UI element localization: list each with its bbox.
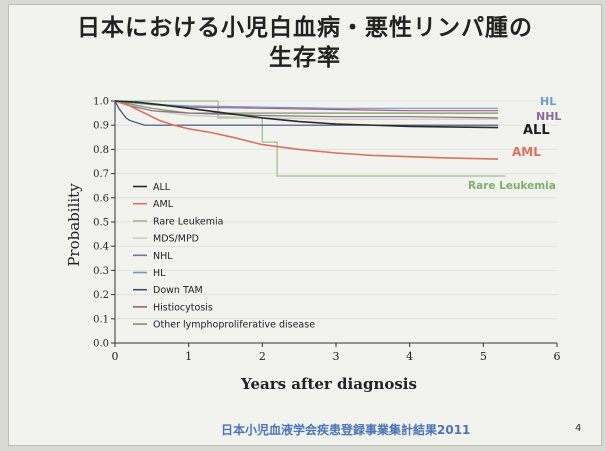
legend-item-down-tam: Down TAM (153, 285, 203, 296)
x-tick-label: 2 (259, 350, 266, 363)
y-tick-label: 0.2 (93, 290, 109, 301)
curve-label-hl: HL (540, 95, 556, 108)
legend-item-aml: AML (153, 199, 174, 210)
y-tick-label: 1.0 (93, 97, 109, 108)
legend-item-other-lymphoproliferative-disease: Other lymphoproliferative disease (153, 320, 315, 331)
y-tick-label: 0.5 (93, 218, 109, 229)
x-tick-label: 6 (554, 350, 561, 363)
y-axis-label: Probability (65, 183, 83, 267)
slide: 日本における小児白血病・悪性リンパ腫の 生存率 0.0 0.1 0.2 0.3 0.4 0… (8, 4, 602, 446)
footer-source: 日本小児血液学会疾患登録事業集計結果2011 (221, 423, 471, 437)
curve-label-rare-leukemia: Rare Leukemia (468, 180, 556, 192)
y-tick-label: 0.9 (93, 121, 109, 132)
y-tick-label: 0.6 (93, 193, 109, 204)
page-number: 4 (575, 423, 582, 434)
legend-item-mds-mpd: MDS/MPD (153, 234, 199, 245)
legend-item-rare-leukemia: Rare Leukemia (153, 216, 224, 227)
legend-item-hl: HL (153, 268, 166, 279)
series-line-hl (114, 100, 499, 109)
curve-label-nhl: NHL (536, 110, 561, 123)
slide-title: 日本における小児白血病・悪性リンパ腫の 生存率 (9, 13, 601, 73)
chart-legend: ALL AML Rare Leukemia MDS/MPD NHL HL Down TAM H… (133, 182, 315, 331)
curve-label-all: ALL (523, 123, 550, 138)
chart-grid (115, 100, 557, 320)
x-tick-label: 4 (406, 350, 413, 363)
title-line-1: 日本における小児白血病・悪性リンパ腫の (77, 15, 533, 41)
x-tick-label: 5 (480, 350, 487, 363)
x-tick-label: 1 (185, 350, 192, 363)
curve-label-aml: AML (512, 145, 541, 159)
x-tick-label: 0 (112, 350, 119, 363)
survival-chart: 0.0 0.1 0.2 0.3 0.4 0.5 0.6 0.7 0.8 0.9 1.0 0 1 2 3 4 5 6… (65, 95, 561, 393)
series-line-nhl (114, 100, 499, 119)
series-line-all (114, 100, 499, 129)
series-line-down-tam (114, 100, 499, 126)
y-tick-label: 0.3 (93, 266, 109, 277)
series-line-rare-leukemia (115, 100, 506, 177)
title-line-2: 生存率 (269, 45, 341, 71)
chart-series (114, 100, 506, 177)
y-tick-label: 0.0 (93, 339, 109, 350)
y-tick-label: 0.4 (93, 242, 109, 253)
legend-item-all: ALL (153, 182, 171, 193)
x-tick-label: 3 (333, 350, 340, 363)
legend-item-histiocytosis: Histiocytosis (153, 302, 213, 313)
x-axis-label: Years after diagnosis (240, 375, 417, 393)
legend-item-nhl: NHL (153, 251, 173, 262)
chart-ticks: 0.0 0.1 0.2 0.3 0.4 0.5 0.6 0.7 0.8 0.9 1.0 0 1 2 3 4 5 6 (93, 97, 560, 364)
y-tick-label: 0.1 (93, 314, 109, 325)
y-tick-label: 0.8 (93, 145, 109, 156)
series-line-aml (114, 100, 499, 160)
y-tick-label: 0.7 (93, 169, 109, 180)
